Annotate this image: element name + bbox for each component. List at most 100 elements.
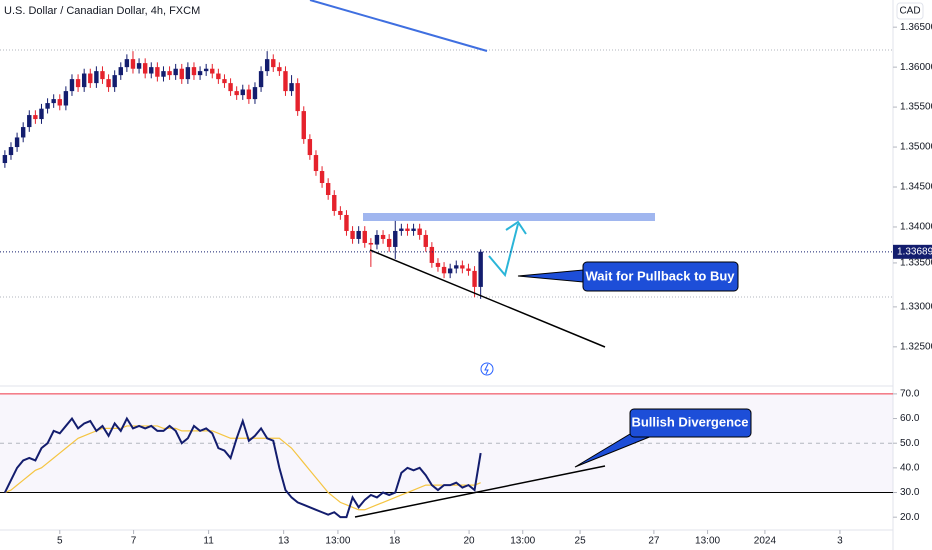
candle-body — [277, 67, 282, 72]
candle-body — [179, 68, 184, 80]
candle-body — [8, 147, 14, 156]
candle-body — [155, 67, 160, 77]
candle-body — [210, 68, 215, 74]
candle-body — [350, 230, 355, 239]
candle-body — [454, 265, 459, 269]
candle-body — [240, 89, 245, 96]
candle-body — [325, 183, 331, 195]
y-tick-label: 1.33500 — [900, 258, 932, 269]
candle-body — [216, 73, 221, 80]
x-tick-label: 18 — [389, 536, 401, 547]
candle-body — [356, 230, 361, 239]
currency-box[interactable] — [896, 2, 924, 20]
candle-body — [81, 73, 87, 88]
last-price-label: 1.33689 — [897, 246, 932, 257]
x-tick-label: 13 — [278, 536, 290, 547]
candle-body — [252, 87, 258, 100]
candle-body — [405, 228, 410, 231]
candle-body — [283, 71, 288, 92]
rsi-line — [3, 416, 482, 519]
candle-body — [136, 63, 142, 69]
candle-body — [258, 71, 264, 88]
trend-line — [369, 249, 606, 348]
candle-body — [94, 71, 99, 84]
candle-body — [222, 79, 227, 84]
candle-body — [447, 268, 453, 274]
event-icon[interactable] — [480, 362, 494, 376]
x-tick-label: 3 — [837, 536, 843, 547]
candle-body — [161, 71, 166, 77]
candle-body — [75, 79, 81, 88]
candle-body — [399, 228, 404, 231]
y-tick-label: 50.0 — [900, 438, 920, 449]
callout-box — [629, 408, 752, 438]
candle-body — [100, 71, 105, 80]
y-tick-label: 20.0 — [900, 512, 920, 523]
candle-body — [228, 83, 233, 92]
candle-body — [45, 103, 50, 109]
candle-body — [295, 83, 300, 112]
candle-body — [197, 71, 203, 76]
rsi-band — [0, 393, 893, 492]
y-tick-label: 1.33000 — [900, 302, 932, 313]
currency-label: CAD — [899, 6, 920, 17]
y-tick-label: 1.36500 — [900, 22, 932, 33]
candle-body — [429, 246, 435, 263]
last-price-tag — [893, 244, 932, 259]
x-tick-label: 20 — [464, 536, 476, 547]
y-tick-label: 40.0 — [900, 463, 920, 474]
candle-body — [264, 59, 270, 72]
x-tick-label: 13:00 — [510, 536, 535, 547]
candle-body — [2, 155, 8, 164]
x-tick-label: 25 — [575, 536, 587, 547]
candle-body — [374, 234, 380, 245]
y-tick-label: 1.34000 — [900, 222, 932, 233]
symbol-title: U.S. Dollar / Canadian Dollar, 4h, FXCM — [4, 5, 200, 17]
resistance-zone — [363, 213, 655, 221]
y-tick-label: 1.36000 — [900, 62, 932, 73]
candle-body — [51, 99, 56, 104]
x-tick-label: 27 — [648, 536, 660, 547]
x-tick-label: 13:00 — [325, 536, 350, 547]
candle-body — [423, 234, 428, 247]
moving-average-drawing — [309, 0, 488, 52]
rsi-line — [4, 425, 481, 511]
candle-body — [27, 115, 32, 128]
x-tick-label: 7 — [131, 536, 137, 547]
y-tick-label: 1.35500 — [900, 102, 932, 113]
candle-body — [142, 63, 148, 74]
candle-body — [460, 265, 465, 269]
candle-body — [63, 91, 69, 106]
candle-body — [332, 194, 337, 211]
candle-body — [39, 108, 44, 120]
candle-body — [271, 59, 276, 68]
candle-body — [313, 155, 319, 172]
y-tick-label: 60.0 — [900, 413, 920, 424]
candle-body — [411, 228, 416, 231]
candle-body — [69, 79, 75, 92]
candle-body — [380, 234, 386, 239]
projection-arrow — [488, 223, 519, 278]
candle-body — [191, 67, 197, 76]
candle-body — [173, 68, 178, 76]
y-tick-label: 1.34500 — [900, 182, 932, 193]
y-tick-label: 1.35000 — [900, 142, 932, 153]
candle-body — [344, 214, 349, 231]
candle-body — [435, 262, 441, 267]
candle-body — [57, 99, 62, 106]
candle-body — [417, 228, 422, 235]
candle-body — [338, 210, 343, 215]
candle-body — [289, 83, 294, 92]
candle-body — [33, 115, 38, 120]
candle-body — [118, 67, 123, 76]
x-tick-label: 5 — [57, 536, 63, 547]
callout-text: Wait for Pullback to Buy — [585, 268, 735, 283]
y-tick-label: 70.0 — [900, 389, 920, 400]
candle-body — [234, 91, 239, 96]
candle-body — [319, 171, 325, 184]
candle-body — [185, 67, 191, 80]
callout-text: Bullish Divergence — [631, 414, 748, 429]
candle-body — [386, 238, 392, 247]
candle-body — [130, 59, 136, 69]
